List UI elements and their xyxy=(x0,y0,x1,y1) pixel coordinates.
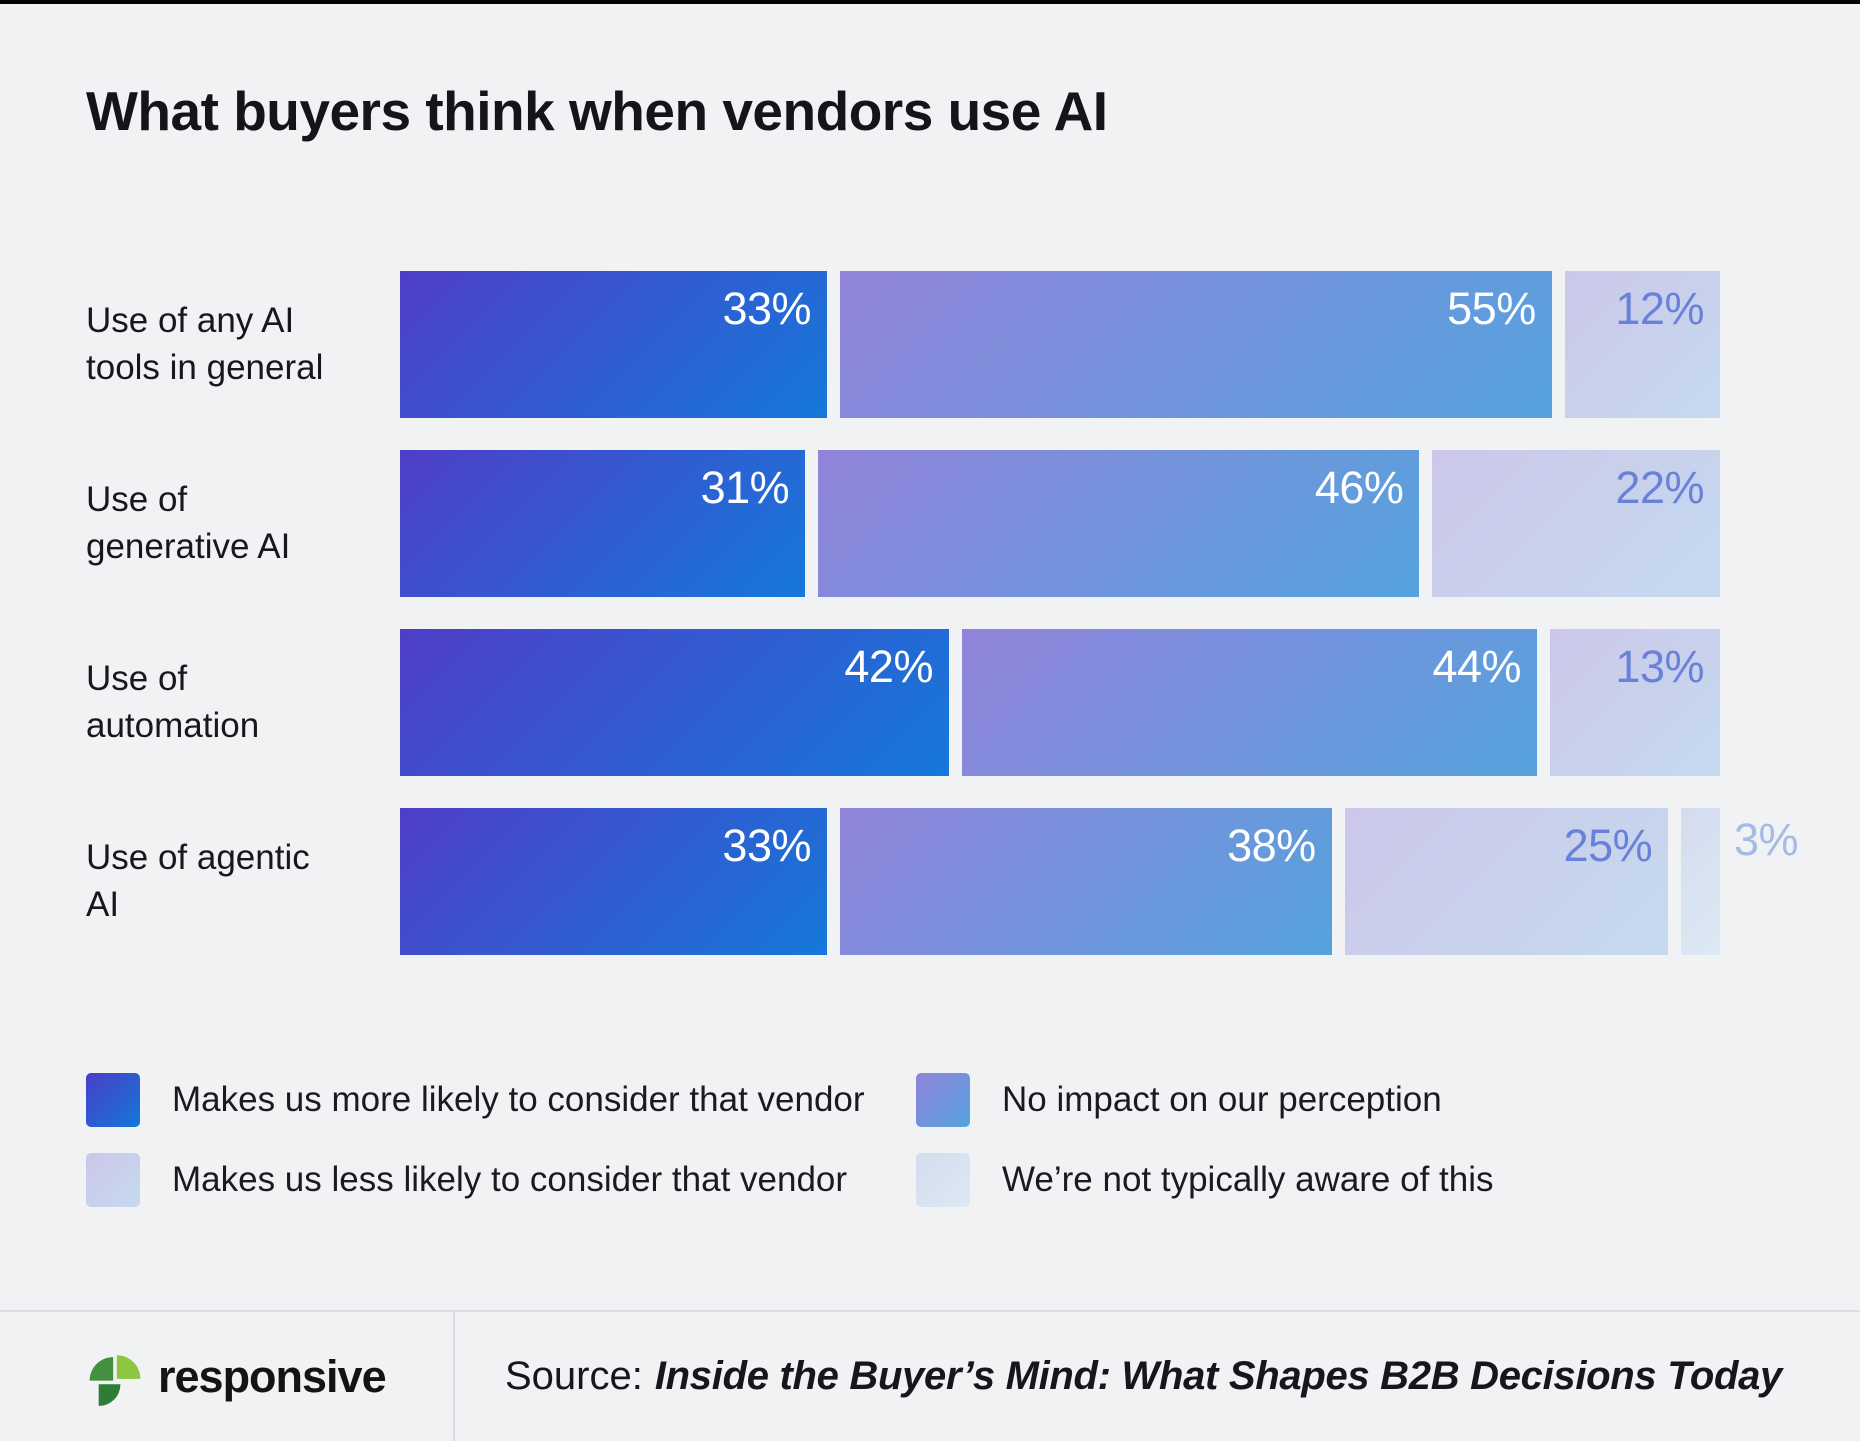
bar-segment-no-impact: 38% xyxy=(840,808,1332,955)
bar-segment-no-impact: 55% xyxy=(840,271,1552,418)
bar-track: 31% 46% 22% xyxy=(400,450,1720,597)
category-label: Use of any AI tools in general xyxy=(86,298,400,390)
category-label-line: Use of agentic xyxy=(86,838,310,878)
value-label: 33% xyxy=(722,283,812,334)
bar-segment-less-likely: 13% xyxy=(1550,629,1720,776)
bar-segment-less-likely: 22% xyxy=(1432,450,1720,597)
bar-segment-less-likely: 12% xyxy=(1564,271,1720,418)
value-label: 46% xyxy=(1314,462,1404,513)
legend-label: Makes us less likely to consider that ve… xyxy=(172,1160,848,1199)
value-label: 44% xyxy=(1432,641,1522,692)
category-label-line: generative AI xyxy=(86,526,291,566)
value-label: 33% xyxy=(722,820,811,871)
source-attribution: Source: Inside the Buyer’s Mind: What Sh… xyxy=(455,1312,1860,1441)
legend-item-no-impact: No impact on our perception xyxy=(916,1073,1720,1127)
responsive-logo-icon xyxy=(89,1354,141,1406)
category-label-line: Use of xyxy=(86,659,188,699)
category-label-line: tools in general xyxy=(86,347,324,387)
bar-row-generative-ai: Use of generative AI 31% 46% 22% xyxy=(86,450,1720,597)
source-title: Inside the Buyer’s Mind: What Shapes B2B… xyxy=(654,1354,1783,1398)
bar-segment-not-aware: 3% xyxy=(1681,808,1799,955)
category-label-line: AI xyxy=(86,884,120,924)
legend-item-not-aware: We’re not typically aware of this xyxy=(916,1153,1720,1207)
source-prefix: Source: xyxy=(505,1354,643,1398)
category-label-line: Use of xyxy=(86,480,188,520)
footer: responsive Source: Inside the Buyer’s Mi… xyxy=(0,1310,1860,1441)
legend-label: Makes us more likely to consider that ve… xyxy=(172,1080,865,1119)
category-label: Use of agentic AI xyxy=(86,835,400,927)
bar-segment-more-likely: 33% xyxy=(400,808,827,955)
value-label: 12% xyxy=(1615,283,1704,334)
legend-item-more-likely: Makes us more likely to consider that ve… xyxy=(86,1073,916,1127)
legend-swatch-no-impact xyxy=(916,1073,970,1127)
value-label: 31% xyxy=(700,462,790,513)
bar-segment-more-likely: 31% xyxy=(400,450,806,597)
footer-brand: responsive xyxy=(0,1312,455,1441)
bar-segment-no-impact: 46% xyxy=(818,450,1420,597)
value-label: 55% xyxy=(1447,283,1536,334)
legend-item-less-likely: Makes us less likely to consider that ve… xyxy=(86,1153,916,1207)
bar-track: 33% 55% 12% xyxy=(400,271,1720,418)
category-label-line: Use of any AI xyxy=(86,301,295,341)
bar-track: 42% 44% 13% xyxy=(400,629,1720,776)
legend-label: We’re not typically aware of this xyxy=(1002,1160,1494,1199)
value-label: 42% xyxy=(844,641,933,692)
page-title: What buyers think when vendors use AI xyxy=(86,80,1108,142)
category-label-line: automation xyxy=(86,705,260,745)
bar-row-agentic-ai: Use of agentic AI 33% 38% 25% 3% xyxy=(86,808,1799,955)
value-label: 25% xyxy=(1563,820,1653,871)
bar-row-any-ai: Use of any AI tools in general 33% 55% 1… xyxy=(86,271,1720,418)
top-accent-strip xyxy=(0,0,1860,4)
legend-swatch-less-likely xyxy=(86,1153,140,1207)
stacked-bar-chart: Use of any AI tools in general 33% 55% 1… xyxy=(86,271,1799,955)
bar-segment-more-likely: 42% xyxy=(400,629,949,776)
bar-track: 33% 38% 25% 3% xyxy=(400,808,1799,955)
category-label: Use of automation xyxy=(86,656,400,748)
value-label: 22% xyxy=(1615,462,1704,513)
bar-row-automation: Use of automation 42% 44% 13% xyxy=(86,629,1720,776)
bar-segment-no-impact: 44% xyxy=(961,629,1538,776)
bar-segment-less-likely: 25% xyxy=(1344,808,1669,955)
value-label: 13% xyxy=(1615,641,1704,692)
value-label: 38% xyxy=(1227,820,1316,871)
value-label: 3% xyxy=(1734,814,1799,865)
category-label: Use of generative AI xyxy=(86,477,400,569)
legend-label: No impact on our perception xyxy=(1002,1080,1442,1119)
chart-legend: Makes us more likely to consider that ve… xyxy=(86,1073,1720,1207)
brand-name: responsive xyxy=(158,1350,387,1402)
bar-segment-more-likely: 33% xyxy=(400,271,828,418)
legend-swatch-more-likely xyxy=(86,1073,140,1127)
legend-swatch-not-aware xyxy=(916,1153,970,1207)
